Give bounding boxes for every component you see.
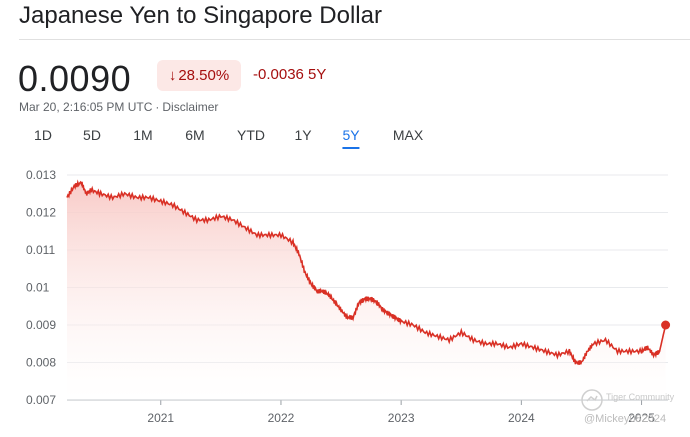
header-divider: [19, 39, 690, 40]
percent-change-value: 28.50%: [178, 67, 230, 84]
current-price: 0.0090: [18, 58, 132, 99]
y-tick-label: 0.008: [26, 356, 56, 370]
x-axis: 2021 2022 2023 2024 2025: [67, 399, 668, 425]
y-tick-label: 0.011: [26, 243, 55, 257]
quote-meta: Mar 20, 2:16:05 PM UTC · Disclaimer: [19, 100, 218, 114]
tab-6m[interactable]: 6M: [185, 127, 205, 143]
tab-1m[interactable]: 1M: [133, 127, 153, 143]
watermark-logo-text: Tiger Community: [606, 392, 675, 402]
tab-5d[interactable]: 5D: [83, 127, 101, 143]
timestamp: Mar 20, 2:16:05 PM UTC: [19, 100, 153, 114]
disclaimer-link[interactable]: Disclaimer: [162, 100, 219, 114]
y-axis: 0.013 0.012 0.011 0.01 0.009 0.008 0.007: [26, 168, 56, 407]
watermark-handle: @Mickey082024: [584, 413, 667, 425]
percent-change-badge: ↓ 28.50%: [157, 60, 241, 91]
absolute-change: -0.0036 5Y: [253, 66, 327, 83]
price-line: [66, 179, 667, 366]
y-tick-label: 0.007: [26, 393, 56, 407]
x-tick-label: 2021: [147, 411, 174, 425]
x-tick-label: 2022: [268, 411, 295, 425]
page-title: Japanese Yen to Singapore Dollar: [19, 2, 382, 29]
current-price-dot: [661, 320, 671, 330]
x-tick-label: 2025: [628, 411, 655, 425]
y-tick-label: 0.01: [26, 281, 50, 295]
tab-ytd[interactable]: YTD: [237, 127, 265, 143]
tab-1d[interactable]: 1D: [34, 127, 52, 143]
tab-5y[interactable]: 5Y: [342, 127, 360, 149]
tab-1y[interactable]: 1Y: [294, 127, 312, 143]
price-area: [67, 181, 666, 400]
y-tick-label: 0.012: [26, 206, 56, 220]
tiger-logo-icon: [581, 389, 603, 411]
arrow-down-icon: ↓: [168, 67, 177, 84]
meta-separator: ·: [155, 100, 160, 114]
x-tick-label: 2024: [508, 411, 535, 425]
x-tick-label: 2023: [388, 411, 415, 425]
y-tick-label: 0.009: [26, 318, 56, 332]
tab-max[interactable]: MAX: [392, 127, 424, 143]
y-tick-label: 0.013: [26, 168, 56, 182]
